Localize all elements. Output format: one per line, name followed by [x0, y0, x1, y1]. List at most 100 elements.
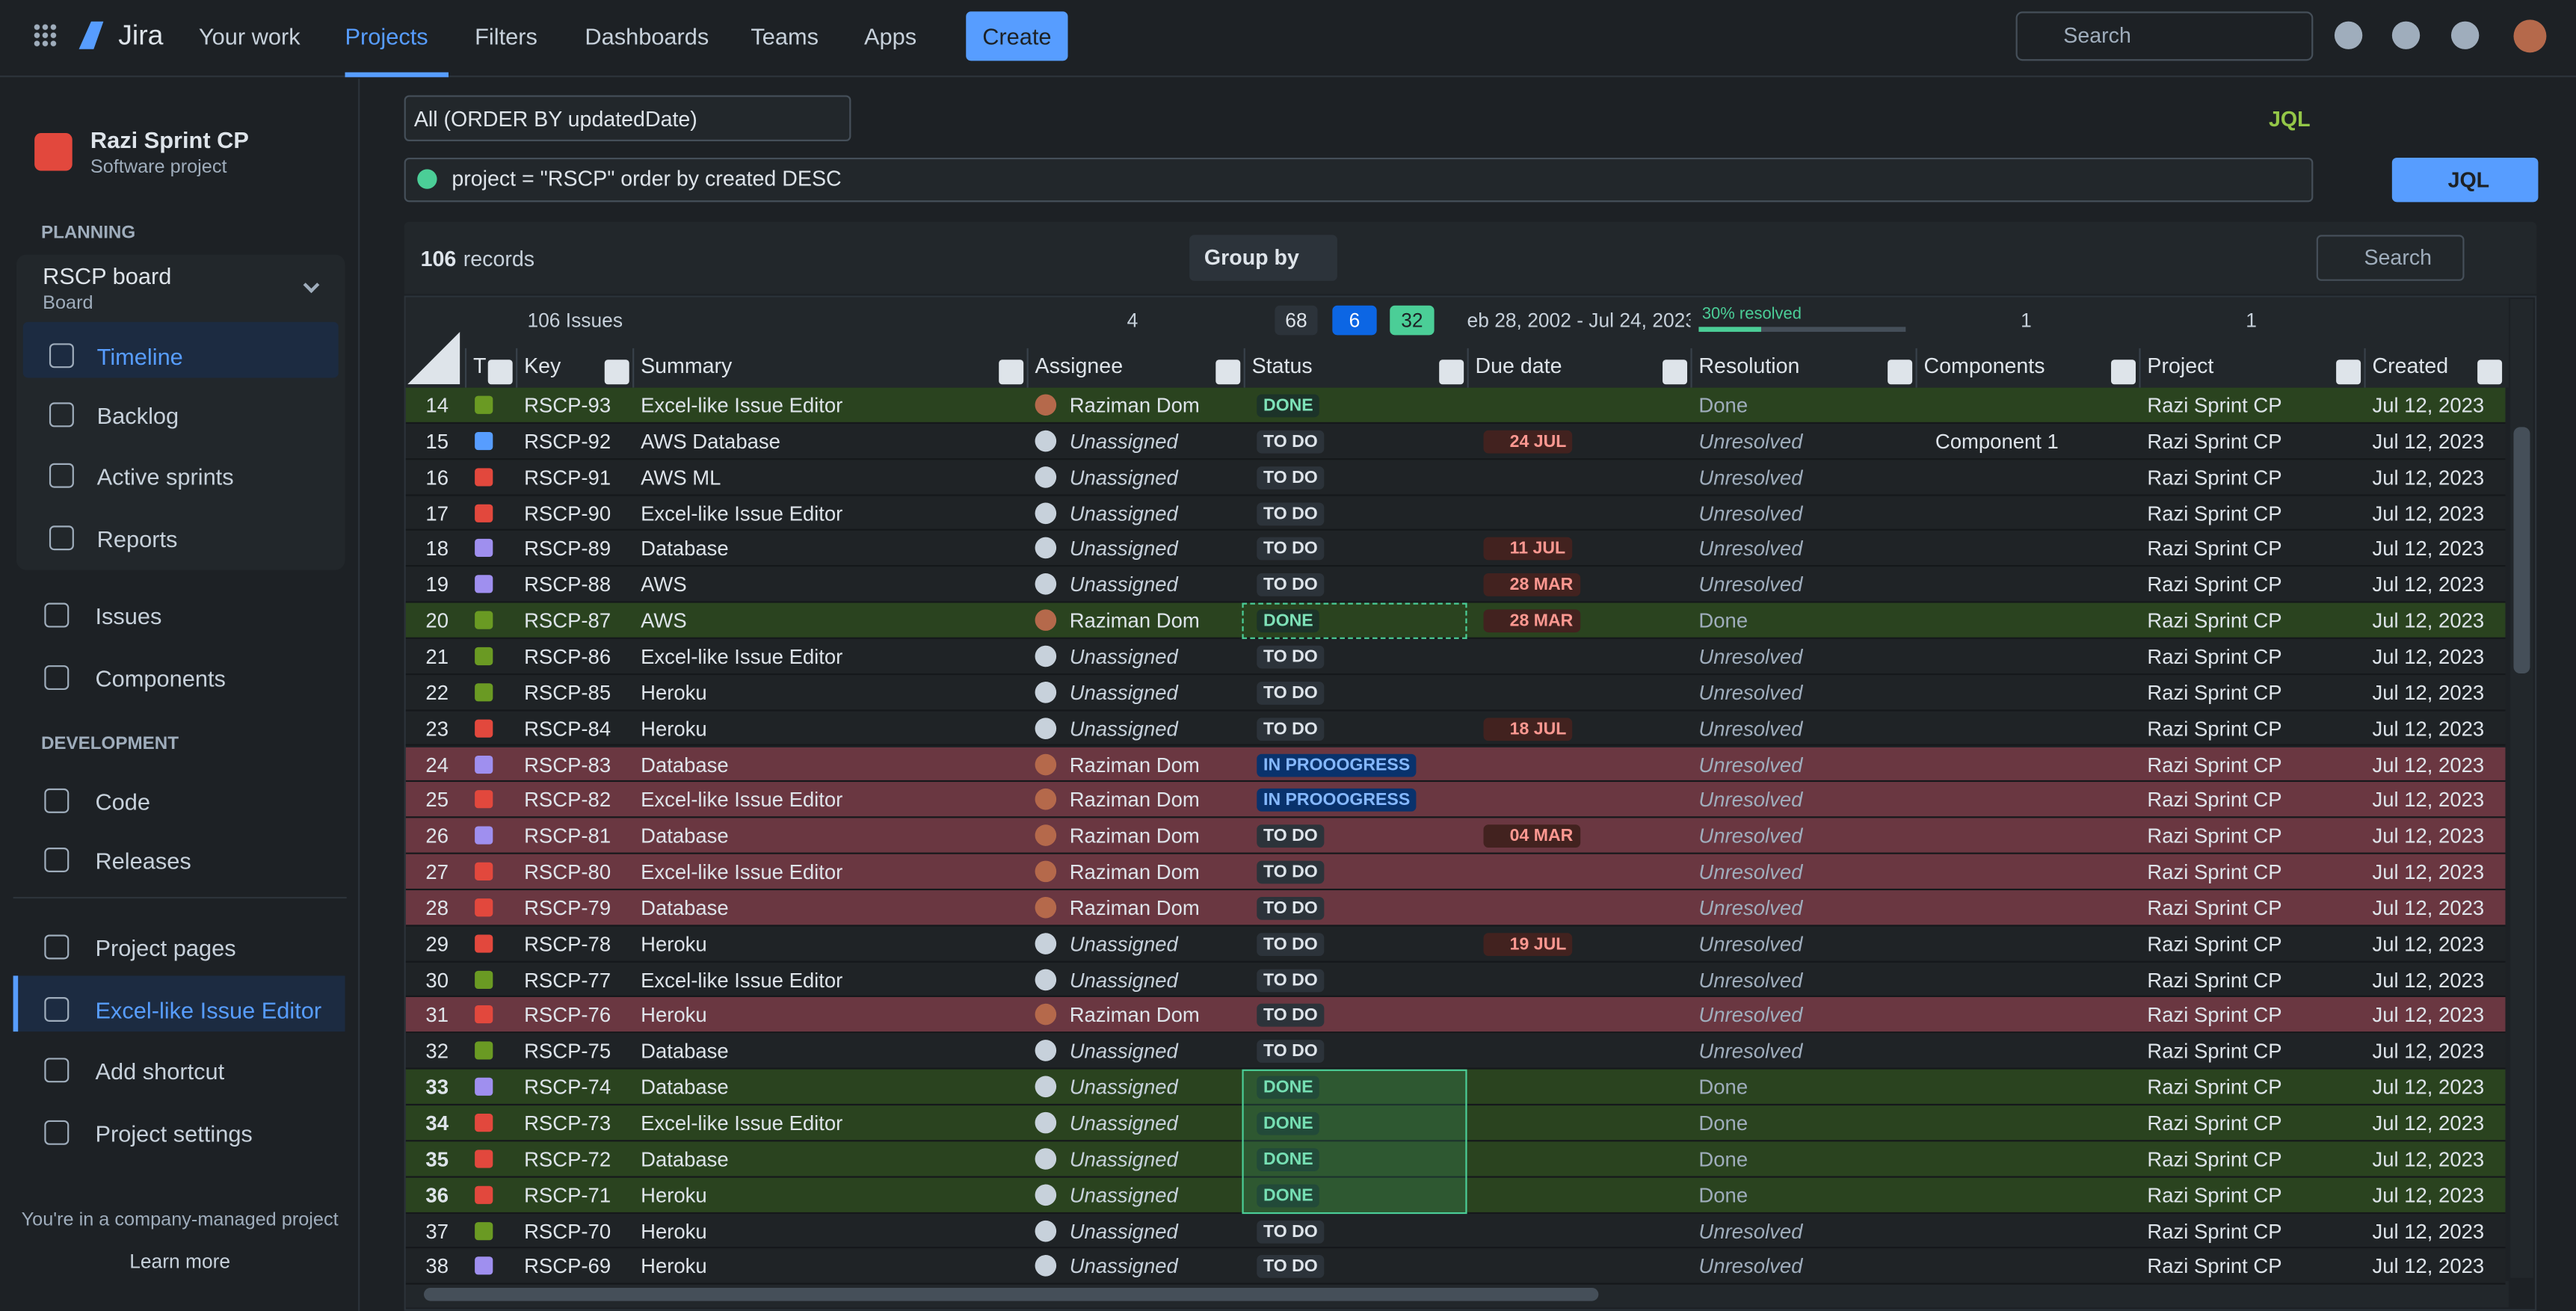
cell[interactable]: Done [1698, 1184, 1748, 1207]
cell[interactable]: RSCP-78 [524, 933, 611, 956]
cell[interactable]: Jul 12, 2023 [2372, 933, 2484, 956]
cell[interactable]: Done [1698, 1076, 1748, 1099]
column-filter[interactable] [1439, 360, 1464, 384]
cell[interactable]: Unresolved [1698, 861, 1802, 884]
cell[interactable]: 31 [406, 1005, 449, 1028]
cell[interactable]: RSCP-93 [524, 394, 611, 417]
cell[interactable]: Razi Sprint CP [2147, 466, 2281, 489]
cell[interactable]: RSCP-84 [524, 718, 611, 741]
cell[interactable]: RSCP-90 [524, 502, 611, 525]
cell[interactable]: Razi Sprint CP [2147, 574, 2281, 597]
cell[interactable]: 28 MAR [1484, 574, 1580, 597]
filter-select-text[interactable]: All (ORDER BY updatedDate) [414, 107, 697, 132]
cell[interactable]: RSCP-73 [524, 1112, 611, 1135]
cell[interactable]: Database [641, 753, 729, 777]
cell[interactable]: Jul 12, 2023 [2372, 1184, 2484, 1207]
cell[interactable]: Razi Sprint CP [2147, 646, 2281, 669]
jql-label[interactable]: JQL [2269, 107, 2311, 132]
cell[interactable]: Razi Sprint CP [2147, 430, 2281, 453]
sidebar-item[interactable]: Reports [97, 525, 178, 552]
cell[interactable]: 19 [406, 574, 449, 597]
cell[interactable]: Razi Sprint CP [2147, 969, 2281, 992]
cell[interactable]: Razi Sprint CP [2147, 897, 2281, 920]
cell[interactable]: TO DO [1257, 969, 1324, 992]
cell[interactable]: Razi Sprint CP [2147, 861, 2281, 884]
cell[interactable]: TO DO [1257, 897, 1324, 920]
cell[interactable]: RSCP-88 [524, 574, 611, 597]
cell[interactable]: Razi Sprint CP [2147, 933, 2281, 956]
column-header[interactable]: Status [1244, 348, 1467, 388]
cell[interactable]: Heroku [641, 682, 707, 705]
create-button[interactable]: Create [966, 11, 1067, 61]
cell[interactable]: Excel-like Issue Editor [641, 861, 842, 884]
cell[interactable]: Done [1698, 1112, 1748, 1135]
cell[interactable]: Jul 12, 2023 [2372, 753, 2484, 777]
cell[interactable]: Razi Sprint CP [2147, 825, 2281, 848]
cell[interactable]: Raziman Dom [1070, 394, 1200, 417]
cell[interactable]: 15 [406, 430, 449, 453]
cell[interactable]: Jul 12, 2023 [2372, 574, 2484, 597]
cell[interactable]: RSCP-79 [524, 897, 611, 920]
cell[interactable]: Heroku [641, 933, 707, 956]
cell[interactable]: Razi Sprint CP [2147, 610, 2281, 633]
cell[interactable]: Done [1698, 610, 1748, 633]
cell[interactable]: Razi Sprint CP [2147, 502, 2281, 525]
cell[interactable]: 28 [406, 897, 449, 920]
cell[interactable]: 27 [406, 861, 449, 884]
cell[interactable]: Excel-like Issue Editor [641, 394, 842, 417]
sidebar-item[interactable]: Releases [95, 848, 191, 874]
cell[interactable]: Heroku [641, 1256, 707, 1279]
column-header[interactable]: Project [2139, 348, 2364, 388]
nav-icon[interactable] [2392, 22, 2420, 49]
cell[interactable]: Jul 12, 2023 [2372, 789, 2484, 812]
cell[interactable]: IN PROOOGRESS [1257, 753, 1417, 777]
cell[interactable]: RSCP-75 [524, 1040, 611, 1064]
cell[interactable]: AWS ML [641, 466, 721, 489]
cell[interactable]: Unresolved [1698, 466, 1802, 489]
cell[interactable]: Unassigned [1070, 646, 1178, 669]
cell[interactable]: Unresolved [1698, 825, 1802, 848]
sidebar-item[interactable]: Components [95, 665, 225, 691]
nav-item[interactable]: Apps [864, 23, 916, 49]
cell[interactable]: Heroku [641, 1005, 707, 1028]
cell[interactable]: Excel-like Issue Editor [641, 969, 842, 992]
cell[interactable]: Unresolved [1698, 574, 1802, 597]
nav-item[interactable]: Projects [345, 23, 428, 49]
cell[interactable]: Database [641, 825, 729, 848]
nav-icon[interactable] [2335, 22, 2362, 49]
cell[interactable]: 23 [406, 718, 449, 741]
cell[interactable]: Razi Sprint CP [2147, 538, 2281, 561]
cell[interactable]: Unassigned [1070, 538, 1178, 561]
nav-item[interactable]: Teams [751, 23, 819, 49]
cell[interactable]: TO DO [1257, 502, 1324, 525]
cell[interactable]: Unassigned [1070, 502, 1178, 525]
cell[interactable]: Database [641, 897, 729, 920]
nav-item[interactable]: Dashboards [585, 23, 709, 49]
profile-avatar[interactable] [2513, 19, 2546, 52]
cell[interactable]: Jul 12, 2023 [2372, 718, 2484, 741]
cell[interactable]: RSCP-77 [524, 969, 611, 992]
cell[interactable]: TO DO [1257, 646, 1324, 669]
cell[interactable]: RSCP-81 [524, 825, 611, 848]
cell[interactable]: Razi Sprint CP [2147, 1256, 2281, 1279]
cell[interactable]: Razi Sprint CP [2147, 753, 2281, 777]
v-scroll-thumb[interactable] [2513, 427, 2530, 673]
cell[interactable]: Jul 12, 2023 [2372, 430, 2484, 453]
column-filter[interactable] [2477, 360, 2502, 384]
cell[interactable]: Unassigned [1070, 718, 1178, 741]
cell[interactable]: 35 [406, 1148, 449, 1171]
cell[interactable]: 24 [406, 753, 449, 777]
cell[interactable]: RSCP-85 [524, 682, 611, 705]
cell[interactable]: Excel-like Issue Editor [641, 1112, 842, 1135]
sidebar-item[interactable]: Active sprints [97, 463, 234, 490]
cell[interactable]: Raziman Dom [1070, 861, 1200, 884]
cell[interactable]: Razi Sprint CP [2147, 1112, 2281, 1135]
cell[interactable]: Heroku [641, 1184, 707, 1207]
cell[interactable]: Razi Sprint CP [2147, 1148, 2281, 1171]
cell[interactable]: Done [1698, 394, 1748, 417]
cell[interactable]: TO DO [1257, 682, 1324, 705]
cell[interactable]: Razi Sprint CP [2147, 1184, 2281, 1207]
cell[interactable]: TO DO [1257, 538, 1324, 561]
cell[interactable]: 19 JUL [1484, 933, 1574, 956]
cell[interactable]: 34 [406, 1112, 449, 1135]
